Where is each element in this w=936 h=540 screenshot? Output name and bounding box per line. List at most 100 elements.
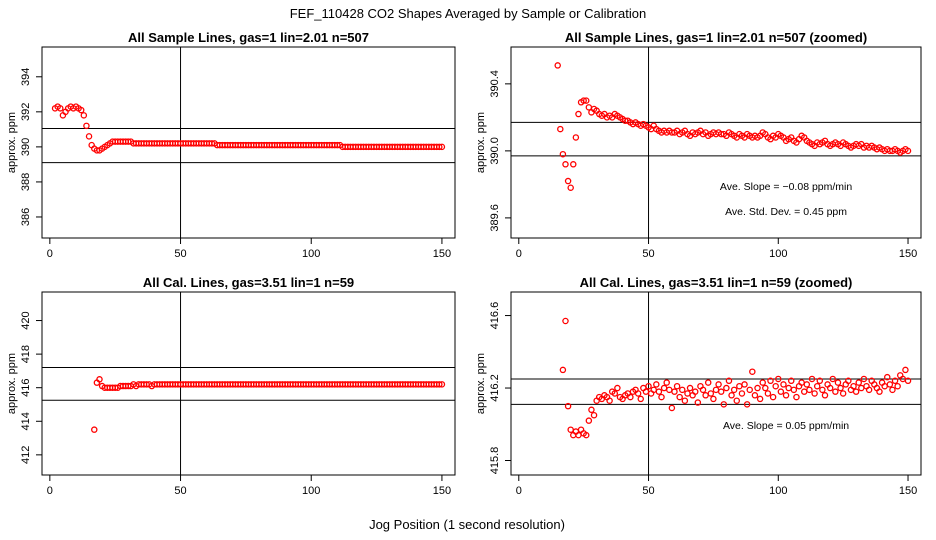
data-point [686, 384, 694, 392]
y-tick-label: 416 [20, 379, 32, 397]
panel-sample-lines-zoomed: All Sample Lines, gas=1 lin=2.01 n=507 (… [475, 30, 922, 260]
data-point [575, 110, 582, 118]
panel-cal-lines: All Cal. Lines, gas=3.51 lin=1 n=59 0 50 10… [6, 275, 456, 497]
data-point [611, 390, 619, 397]
y-tick-label: 420 [20, 311, 32, 329]
data-point [808, 375, 816, 383]
x-tick-label: 0 [47, 248, 53, 260]
data-point [790, 386, 798, 394]
data-point [751, 392, 759, 399]
data-point [436, 143, 443, 151]
data-point [788, 377, 795, 385]
panel-cal-lines-zoomed: All Cal. Lines, gas=3.51 lin=1 n=59 (zoo… [475, 275, 922, 497]
data-point [583, 431, 590, 439]
plot-frame [41, 46, 456, 239]
data-point [829, 375, 837, 383]
data-point [438, 381, 446, 388]
data-point [759, 379, 766, 386]
data-point [614, 384, 621, 392]
data-point [816, 377, 824, 385]
data-point [865, 386, 873, 394]
y-tick-label: 392 [20, 103, 32, 121]
data-point [572, 134, 580, 141]
data-point [855, 379, 862, 386]
y-tick-label: 390.0 [489, 137, 501, 165]
x-tick-label: 50 [174, 485, 186, 497]
data-point [839, 390, 847, 397]
data-point [819, 386, 826, 394]
y-tick-label: 386 [20, 208, 32, 226]
x-tick-label: 150 [899, 485, 917, 497]
data-point [762, 384, 769, 392]
data-point [767, 377, 774, 385]
y-tick-label: 412 [20, 446, 32, 464]
data-point [845, 377, 852, 385]
data-point [653, 381, 660, 388]
x-tick-label: 0 [516, 248, 522, 260]
annotation: Ave. Slope = −0.08 ppm/min [720, 181, 852, 193]
data-point [775, 375, 782, 383]
data-point [570, 161, 577, 168]
data-point [741, 381, 748, 388]
data-point [671, 388, 678, 395]
data-point [733, 397, 741, 404]
panel-sample-lines: All Sample Lines, gas=1 lin=2.01 n=507 0 5… [6, 30, 456, 260]
data-point [904, 377, 912, 385]
data-point [850, 382, 857, 390]
plot-frame [41, 291, 456, 476]
data-point [567, 426, 574, 433]
data-point [886, 381, 894, 388]
data-point [710, 395, 717, 403]
data-point [588, 406, 595, 414]
data-point [800, 388, 808, 395]
data-point [834, 379, 842, 386]
figure-xlabel: Jog Position (1 second resolution) [369, 517, 565, 532]
data-point [743, 401, 751, 408]
data-point [438, 143, 446, 151]
data-point [811, 390, 818, 397]
data-point [777, 388, 785, 395]
data-point [717, 388, 725, 395]
data-point [891, 377, 899, 385]
data-point [679, 386, 686, 394]
x-tick-label: 150 [433, 248, 451, 260]
data-point [585, 104, 593, 111]
data-point [564, 402, 572, 410]
data-point [658, 393, 665, 401]
y-tick-label: 416.6 [489, 302, 501, 330]
x-tick-label: 0 [516, 485, 522, 497]
x-tick-label: 150 [433, 485, 451, 497]
data-point [562, 317, 569, 325]
data-point [583, 97, 590, 104]
y-tick-label: 390.4 [489, 70, 501, 98]
data-point [663, 379, 670, 386]
data-point [782, 392, 790, 399]
data-point [77, 106, 85, 114]
data-point [557, 125, 564, 133]
data-point [606, 397, 613, 404]
data-point [852, 388, 860, 395]
y-axis-label: approx. ppm [6, 353, 18, 414]
data-point [436, 381, 443, 388]
data-point [772, 382, 779, 390]
y-tick-label: 388 [20, 173, 32, 191]
data-point [723, 384, 730, 392]
data-point [590, 411, 598, 419]
data-point [764, 390, 772, 397]
data-point [813, 382, 821, 390]
data-point [821, 392, 829, 399]
data-point [85, 133, 93, 140]
x-tick-label: 50 [174, 248, 186, 260]
panel-title: All Cal. Lines, gas=3.51 lin=1 n=59 [143, 275, 354, 290]
data-point [889, 386, 896, 394]
x-tick-label: 50 [642, 248, 654, 260]
y-tick-label: 416.2 [489, 374, 501, 402]
data-point [564, 177, 572, 185]
panel-title: All Sample Lines, gas=1 lin=2.01 n=507 [128, 30, 369, 45]
data-point [691, 388, 699, 395]
data-point [837, 384, 844, 392]
data-point [83, 122, 90, 130]
data-point [707, 390, 715, 397]
data-point [660, 384, 668, 392]
